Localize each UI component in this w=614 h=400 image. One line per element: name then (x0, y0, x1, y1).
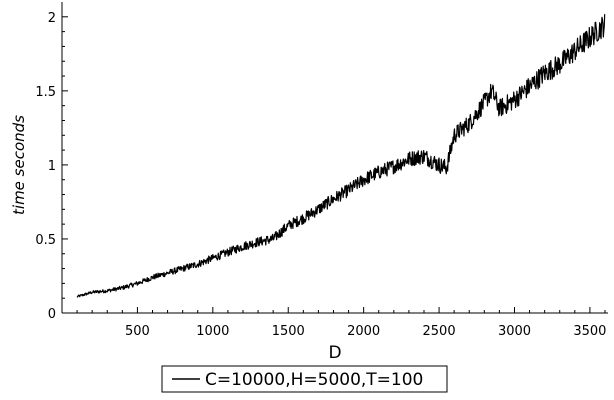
legend-entry: C=10000,H=5000,T=100 (205, 370, 423, 390)
y-tick-label: 0.5 (35, 233, 56, 248)
x-tick-label: 3000 (498, 324, 531, 339)
series-line (76, 14, 606, 298)
x-axis-title: D (328, 343, 341, 363)
x-tick-label: 2000 (347, 324, 380, 339)
x-tick-label: 2500 (423, 324, 456, 339)
y-tick-label: 1.5 (35, 85, 56, 100)
legend: C=10000,H=5000,T=100 (161, 365, 448, 393)
y-tick-label: 2 (48, 11, 56, 26)
x-tick-label: 500 (125, 324, 150, 339)
y-axis-title: time seconds (10, 115, 28, 215)
x-tick-label: 1000 (196, 324, 229, 339)
axis-ticks (62, 16, 606, 314)
tick-labels: 500 1000 1500 2000 2500 3000 3500 0 0.5 1 1.5 2 (35, 11, 606, 339)
legend-box (161, 365, 448, 393)
y-tick-label: 1 (48, 159, 56, 174)
x-tick-label: 3500 (573, 324, 606, 339)
x-tick-label: 1500 (272, 324, 305, 339)
y-tick-label: 0 (48, 307, 56, 322)
